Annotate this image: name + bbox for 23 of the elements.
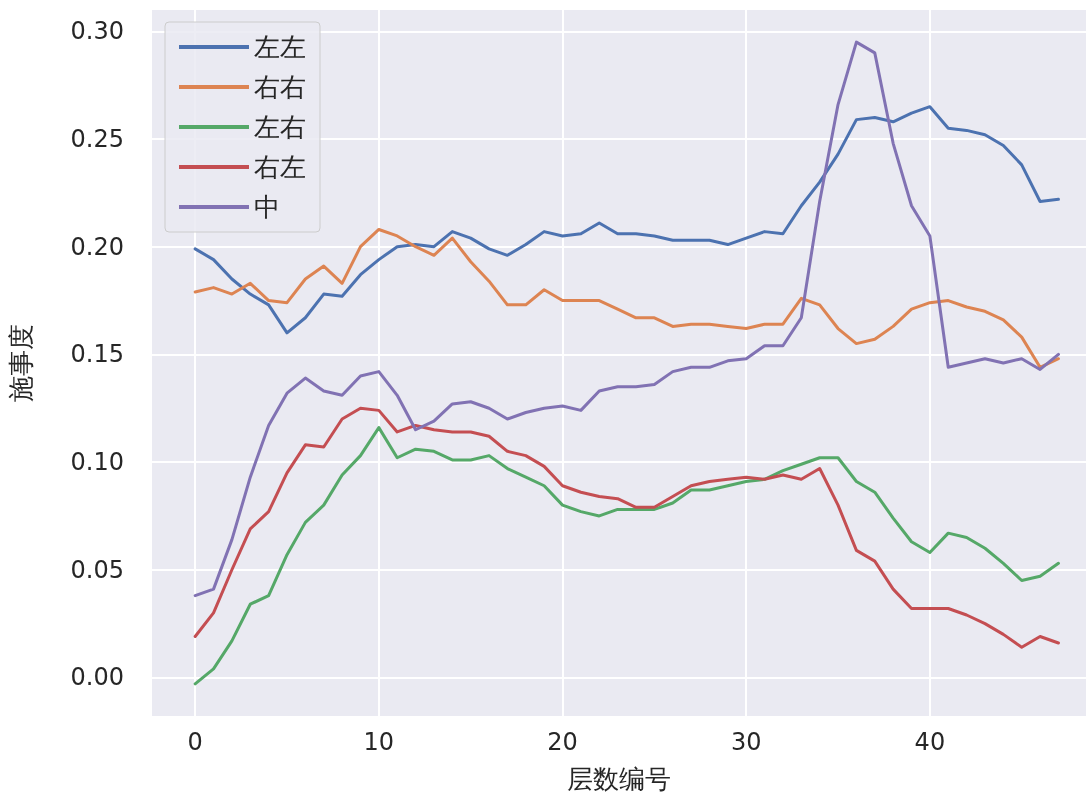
y-tick-label: 0.30	[70, 17, 124, 46]
legend-label: 右左	[254, 152, 306, 182]
y-tick-label: 0.25	[70, 125, 124, 154]
x-tick-label: 0	[187, 728, 203, 756]
y-tick-label: 0.20	[70, 232, 124, 261]
line-series	[193, 227, 1060, 369]
y-axis-title: 施事度	[6, 324, 36, 402]
x-tick-label: 20	[547, 728, 578, 756]
y-tick-label: 0.00	[70, 663, 124, 692]
legend-label: 右右	[254, 72, 306, 102]
x-tick-label: 40	[914, 728, 946, 756]
line-series	[193, 406, 1060, 649]
x-tick-label: 30	[730, 728, 762, 756]
y-tick-label: 0.05	[70, 555, 124, 584]
y-tick-label: 0.15	[70, 340, 124, 369]
legend-label: 左右	[254, 112, 306, 142]
legend-label: 左左	[254, 32, 306, 62]
y-tick-label: 0.10	[70, 448, 124, 477]
legend-label: 中	[254, 192, 280, 222]
x-axis-title: 层数编号	[567, 764, 671, 794]
line-series	[193, 105, 1060, 335]
x-tick-label: 10	[363, 728, 395, 756]
line-series	[193, 426, 1060, 686]
